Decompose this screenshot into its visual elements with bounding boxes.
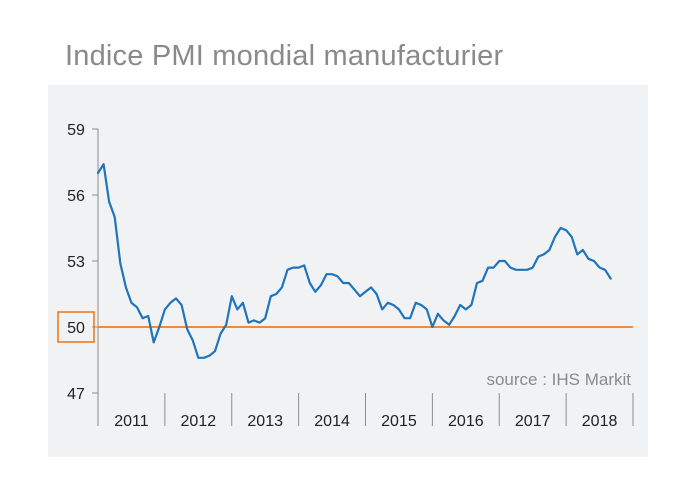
source-label: source : IHS Markit bbox=[486, 370, 631, 389]
series-line-pmi bbox=[96, 163, 612, 359]
x-tick-label-2014: 2014 bbox=[314, 413, 350, 430]
chart-panel bbox=[48, 85, 648, 457]
y-tick-label-53: 53 bbox=[67, 254, 85, 271]
x-tick-label-2018: 2018 bbox=[582, 413, 618, 430]
y-tick-label-50: 50 bbox=[67, 320, 85, 337]
x-tick-label-2011: 2011 bbox=[114, 413, 149, 430]
axes-layer bbox=[92, 128, 634, 426]
y-tick-label-56: 56 bbox=[67, 188, 85, 205]
x-tick-label-2016: 2016 bbox=[448, 413, 484, 430]
highlight-box bbox=[57, 311, 95, 343]
y-tick-label-47: 47 bbox=[67, 386, 85, 403]
x-tick-label-2015: 2015 bbox=[381, 413, 417, 430]
labels-layer: 59 56 53 50 47 2011 2012 2013 2014 2015 2016 2017 20… bbox=[57, 122, 618, 430]
chart-title: Indice PMI mondial manufacturier bbox=[65, 40, 504, 72]
x-tick-label-2012: 2012 bbox=[181, 413, 217, 430]
y-tick-label-59: 59 bbox=[67, 122, 85, 139]
x-tick-label-2013: 2013 bbox=[247, 413, 283, 430]
series-layer bbox=[96, 163, 612, 359]
x-tick-label-2017: 2017 bbox=[515, 413, 551, 430]
